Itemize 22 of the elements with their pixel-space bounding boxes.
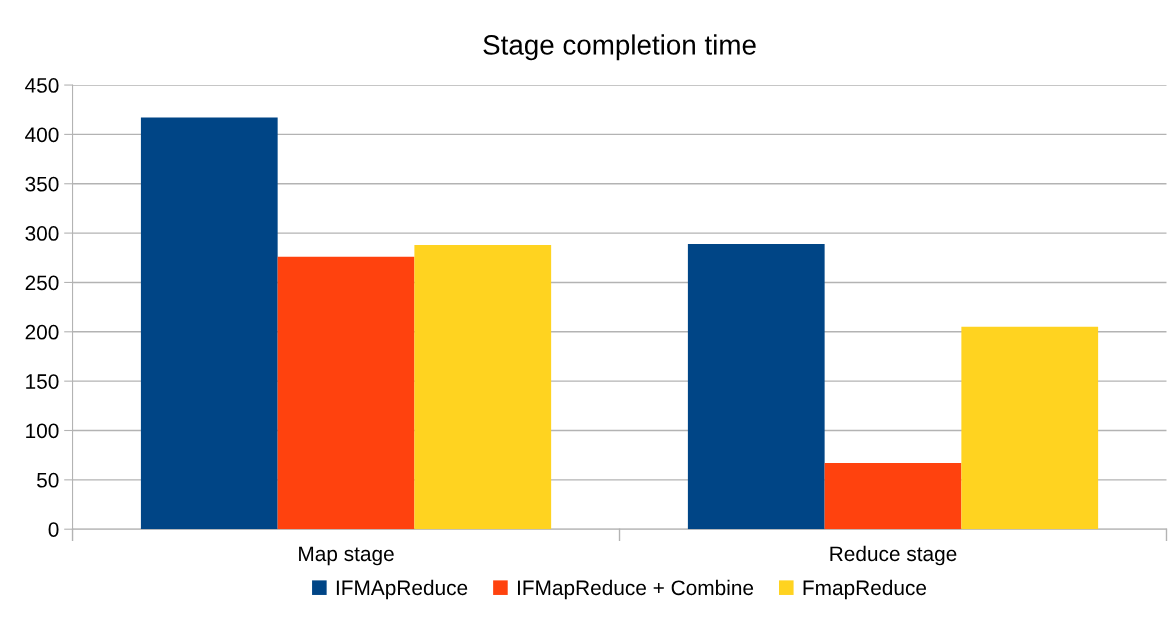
y-tick-label: 450 bbox=[25, 78, 59, 93]
x-tick-label: Map stage bbox=[299, 546, 394, 566]
x-tick-label: Reduce stage bbox=[830, 545, 957, 566]
y-tick-label: 400 bbox=[25, 127, 59, 143]
y-tick-label: 350 bbox=[25, 176, 59, 192]
y-tick-label: 0 bbox=[48, 522, 59, 537]
bar bbox=[687, 243, 825, 530]
bar bbox=[961, 326, 1099, 530]
legend-label: FmapReduce bbox=[803, 579, 927, 600]
legend-label: IFMapReduce + Combine bbox=[517, 579, 754, 600]
y-tick-label: 50 bbox=[37, 472, 59, 488]
legend-label: IFMApReduce bbox=[336, 579, 468, 600]
bar bbox=[277, 256, 415, 530]
bar bbox=[140, 117, 278, 530]
y-tick-label: 200 bbox=[25, 324, 59, 340]
y-tick-label: 250 bbox=[25, 275, 59, 291]
bar bbox=[824, 463, 962, 530]
y-tick-label: 150 bbox=[26, 374, 59, 389]
y-tick-label: 100 bbox=[26, 423, 59, 439]
bar bbox=[414, 244, 552, 530]
chart-title: Stage completion time bbox=[483, 34, 756, 61]
y-tick-label: 300 bbox=[25, 226, 59, 241]
